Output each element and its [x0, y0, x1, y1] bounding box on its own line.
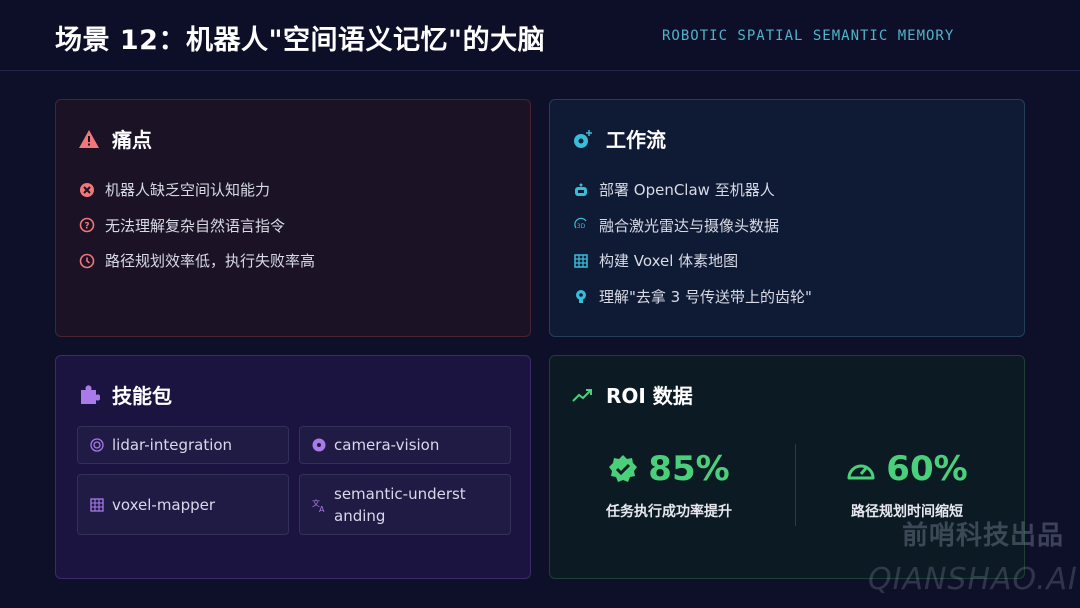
skill-chip-camera-vision[interactable]: camera-vision: [299, 426, 511, 464]
radar-icon: [90, 438, 104, 452]
list-item: 机器人缺乏空间认知能力: [78, 172, 315, 208]
skill-chip-lidar-integration[interactable]: lidar-integration: [77, 426, 289, 464]
list-item: ? 无法理解复杂自然语言指令: [78, 208, 315, 244]
pain-points-title: 痛点: [112, 128, 152, 152]
verified-badge-icon: [609, 455, 638, 482]
roi-title: ROI 数据: [606, 384, 693, 408]
workflow-card: 工作流 部署 OpenClaw 至机器人 3D 融合激光雷达与摄像头数据 构建 V…: [549, 99, 1025, 337]
divider: [795, 444, 796, 526]
3d-rotate-icon: 3D: [572, 217, 589, 234]
list-item: 部署 OpenClaw 至机器人: [572, 172, 812, 208]
stat-success-rate: 85% 任务执行成功率提升: [606, 449, 732, 520]
grid-icon: [572, 252, 589, 269]
trending-up-icon: [572, 384, 594, 406]
camera-aperture-icon: [312, 438, 326, 452]
svg-text:文: 文: [312, 498, 320, 508]
stat-path-time: 60% 路径规划时间缩短: [788, 449, 1026, 521]
roi-card: ROI 数据 85% 任务执行成功率提升 60% 路径规划时间缩短: [549, 355, 1025, 579]
grid-icon: [90, 497, 104, 512]
question-circle-icon: ?: [78, 217, 95, 234]
watermark-logo: QIANSHAO.AI: [868, 562, 1078, 597]
svg-text:?: ?: [84, 222, 89, 232]
list-item: 3D 融合激光雷达与摄像头数据: [572, 208, 812, 244]
skill-chip-voxel-mapper[interactable]: voxel-mapper: [77, 474, 289, 535]
clock-icon: [78, 252, 95, 269]
list-item: 构建 Voxel 体素地图: [572, 243, 812, 279]
header: 场景 12：机器人"空间语义记忆"的大脑 ROBOTIC SPATIAL SEM…: [0, 0, 1080, 71]
svg-text:A: A: [319, 505, 325, 512]
pain-points-card: 痛点 机器人缺乏空间认知能力 ? 无法理解复杂自然语言指令 路径规划效率低，执行失…: [55, 99, 531, 337]
list-item: 理解"去拿 3 号传送带上的齿轮": [572, 279, 812, 315]
x-circle-icon: [78, 181, 95, 198]
list-item: 路径规划效率低，执行失败率高: [78, 243, 315, 279]
skills-card: 技能包 lidar-integration camera-vision voxe…: [55, 355, 531, 579]
page-subtitle: ROBOTIC SPATIAL SEMANTIC MEMORY: [662, 28, 955, 44]
puzzle-icon: [78, 384, 100, 406]
page-title: 场景 12：机器人"空间语义记忆"的大脑: [55, 25, 546, 56]
translate-icon: 文A: [312, 498, 325, 512]
speedometer-icon: [847, 464, 875, 480]
gears-icon: [572, 128, 594, 150]
skills-title: 技能包: [112, 384, 172, 408]
brain-head-icon: [572, 288, 589, 305]
watermark-text: 前哨科技出品: [902, 521, 1065, 551]
workflow-title: 工作流: [606, 128, 666, 152]
robot-icon: [572, 181, 589, 198]
svg-text:3D: 3D: [576, 223, 585, 230]
warning-icon: [78, 128, 100, 150]
